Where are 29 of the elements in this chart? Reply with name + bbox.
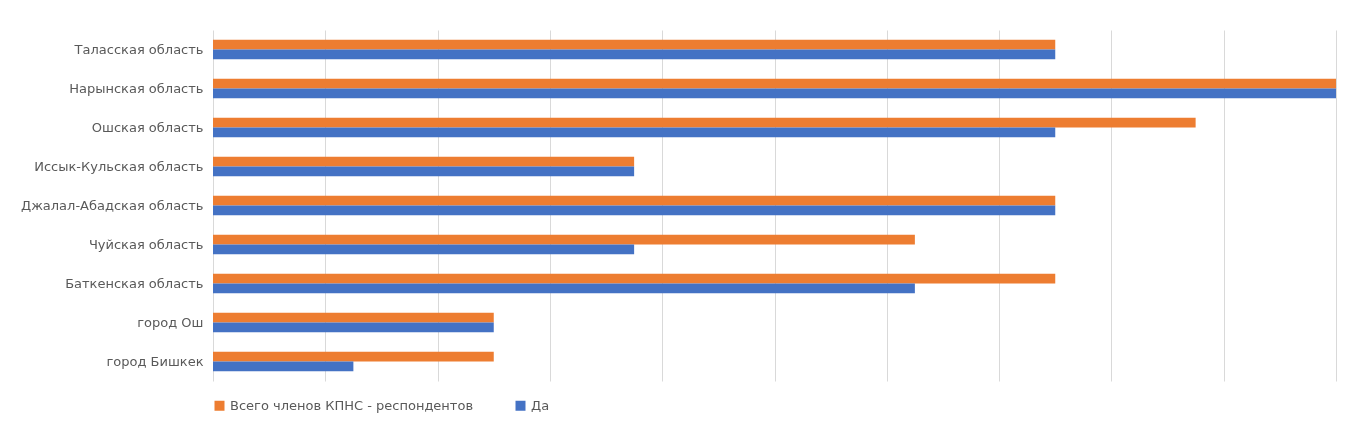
bar [213, 49, 1056, 60]
legend-label: Всего членов КПНС - респондентов [230, 397, 474, 413]
bar [213, 205, 1056, 216]
y-tick-label: Баткенская область [65, 275, 204, 291]
y-tick-label: Нарынская область [69, 80, 204, 96]
y-tick-label: город Ош [137, 314, 204, 330]
bar [213, 273, 1056, 284]
bar [213, 156, 635, 167]
bar [213, 117, 1196, 128]
bar [213, 234, 915, 245]
y-tick-label: Иссык-Кульская область [34, 158, 204, 174]
bar [213, 39, 1056, 50]
bar [213, 195, 1056, 206]
bar [213, 166, 635, 177]
bar [213, 244, 635, 255]
legend-label: Да [531, 397, 550, 413]
y-tick-label: Ошская область [91, 119, 204, 135]
bar [213, 322, 494, 333]
bar [213, 127, 1056, 138]
bar [213, 88, 1336, 99]
y-tick-label: Джалал-Абадская область [20, 197, 204, 213]
y-tick-label: Таласская область [73, 41, 204, 57]
y-tick-label: Чуйская область [88, 236, 204, 252]
y-tick-label: город Бишкек [106, 353, 204, 369]
bar [213, 351, 494, 362]
bar [213, 78, 1336, 89]
bar [213, 361, 354, 372]
bar [213, 312, 494, 323]
bar [213, 283, 915, 294]
